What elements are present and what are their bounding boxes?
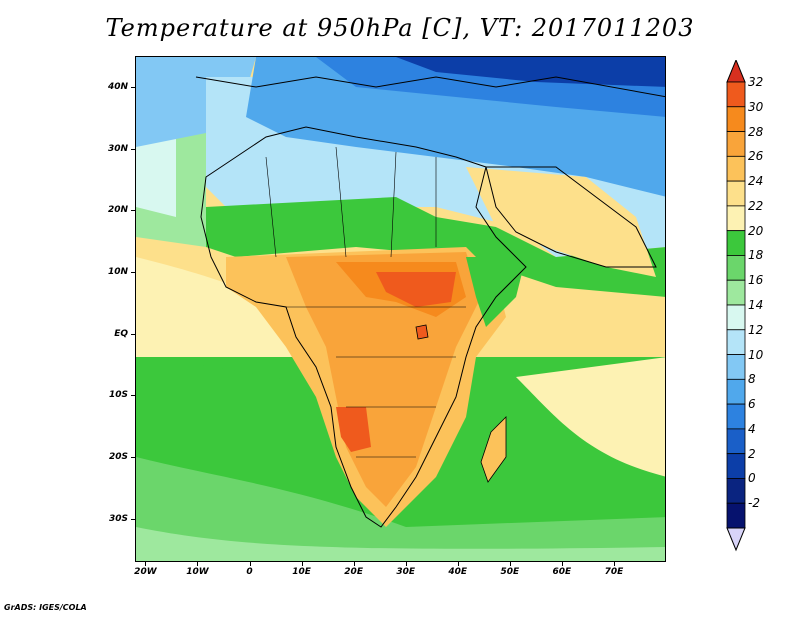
colorbar	[726, 60, 746, 552]
lon-tick-label: 20W	[134, 567, 157, 577]
colorbar-segment	[726, 180, 746, 207]
sahel-band-18	[206, 197, 665, 297]
lat-tick-mark	[131, 148, 135, 150]
lon-tick-mark	[249, 562, 251, 566]
lat-tick-mark	[131, 271, 135, 273]
colorbar-segment	[726, 205, 746, 232]
lat-tick-mark	[131, 86, 135, 88]
colorbar-segment	[726, 378, 746, 405]
east-ocean-band-22	[516, 357, 665, 477]
colorbar-level-label: 4	[748, 421, 756, 436]
colorbar-segment	[726, 478, 746, 504]
lat-tick-label: 40N	[107, 81, 128, 92]
colorbar-segment	[726, 502, 746, 529]
colorbar-level-label: 28	[748, 124, 764, 139]
lon-tick-mark	[405, 562, 407, 566]
lon-tick-label: 20E	[344, 567, 363, 577]
lon-tick-label: 10E	[292, 567, 311, 577]
lon-tick-label: 40E	[448, 567, 468, 577]
lon-tick-mark	[561, 562, 563, 566]
colorbar-level-label: 0	[748, 471, 756, 486]
arabia-coastline	[485, 166, 657, 268]
lon-tick-mark	[509, 562, 511, 566]
colorbar-level-label: 14	[748, 298, 764, 312]
colorbar-bottom-arrow	[726, 527, 746, 552]
lat-tick-label: 10N	[107, 266, 128, 277]
lon-tick-mark	[353, 562, 355, 566]
lon-tick-label: 50E	[500, 567, 520, 577]
lon-tick-mark	[197, 562, 199, 566]
southern-ocean-band-16	[136, 457, 665, 561]
colorbar-segment	[726, 131, 746, 157]
lon-tick-label: 30E	[396, 567, 416, 577]
colorbar-segment	[726, 81, 746, 108]
colorbar-segment	[726, 428, 746, 455]
colorbar-segment	[726, 354, 746, 380]
colorbar-segment	[726, 304, 746, 331]
colorbar-level-label: 22	[748, 198, 764, 213]
lat-tick-label: EQ	[114, 328, 128, 339]
colorbar-level-label: 12	[748, 322, 764, 337]
lon-tick-mark	[457, 562, 459, 566]
colorbar-level-label: 8	[748, 372, 756, 387]
colorbar-level-label: 26	[748, 149, 764, 164]
colorbar-segment	[726, 155, 746, 182]
lake-victoria	[415, 324, 429, 340]
lon-tick-label: 70E	[604, 567, 624, 577]
lon-tick-label: 0	[246, 567, 253, 577]
colorbar-top-arrow	[726, 60, 746, 83]
colorbar-segment	[726, 106, 746, 132]
colorbar-segment	[726, 329, 746, 355]
atlantic-band-22	[136, 257, 306, 357]
lon-tick-mark	[613, 562, 615, 566]
colorbar-segment	[726, 403, 746, 430]
colorbar-segment	[726, 453, 746, 479]
map-panel	[135, 56, 666, 562]
madagascar	[480, 416, 507, 483]
temperature-map	[136, 57, 665, 561]
lon-tick-label: 60E	[552, 567, 572, 577]
lat-tick-mark	[131, 518, 135, 520]
southern-ocean-band-14	[136, 527, 665, 561]
colorbar-level-label: -2	[748, 496, 760, 511]
lat-tick-label: 10S	[108, 390, 128, 401]
horn-band-18	[466, 257, 526, 327]
colorbar-segment	[726, 255, 746, 281]
colorbar-level-label: 10	[748, 347, 764, 362]
country-borders	[265, 146, 466, 458]
lat-tick-label: 30N	[107, 143, 128, 154]
colorbar-level-label: 18	[748, 248, 764, 263]
colorbar-segment	[726, 230, 746, 256]
colorbar-level-label: 6	[748, 397, 756, 412]
colorbar-level-label: 20	[748, 223, 764, 238]
europe-coastline	[195, 76, 665, 98]
lon-tick-label: 10W	[186, 567, 209, 577]
arabia-band-22	[466, 167, 656, 277]
lat-tick-label: 20N	[107, 205, 128, 216]
hotspot-band-30	[376, 272, 456, 307]
lat-tick-mark	[131, 395, 135, 397]
colorbar-segment	[726, 279, 746, 306]
central-africa-band-26	[286, 252, 481, 507]
map-title: Temperature at 950hPa [C], VT: 201701120…	[105, 14, 695, 42]
namibia-band-28	[336, 407, 371, 452]
lat-tick-label: 30S	[108, 513, 128, 524]
grads-credit: GrADS: IGES/COLA	[4, 603, 87, 612]
lon-tick-mark	[145, 562, 147, 566]
lon-tick-mark	[301, 562, 303, 566]
colorbar-level-label: 32	[748, 75, 764, 89]
colorbar-level-label: 2	[748, 446, 756, 461]
europe-band-0	[396, 57, 665, 87]
lat-tick-label: 20S	[108, 452, 128, 463]
colorbar-level-label: 30	[748, 99, 764, 114]
lat-tick-mark	[131, 210, 135, 212]
colorbar-level-label: 24	[748, 174, 764, 189]
lat-tick-mark	[131, 333, 135, 335]
lat-tick-mark	[131, 457, 135, 459]
colorbar-level-label: 16	[748, 273, 764, 288]
